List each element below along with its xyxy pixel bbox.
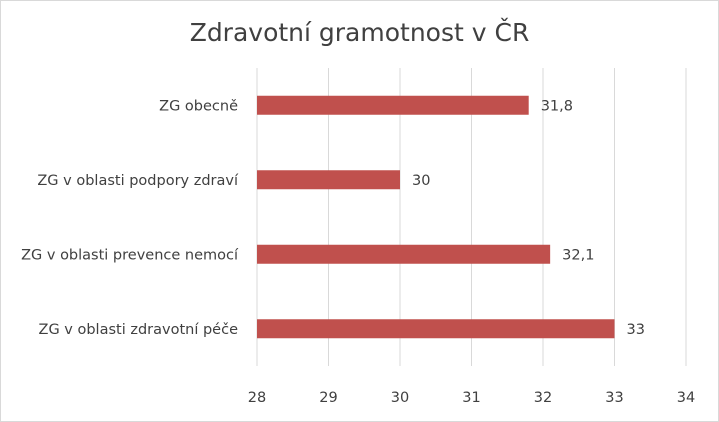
x-tick-label: 31 [462,390,480,406]
category-labels: ZG obecně ZG v oblasti podpory zdraví ZG v… [21,98,239,338]
x-tick-label: 34 [677,390,695,406]
bar [257,319,615,339]
gridlines [256,68,687,366]
bar [257,244,551,264]
category-label: ZG v oblasti zdravotní péče [39,322,239,338]
chart-title: Zdravotní gramotnost v ČR [189,18,530,47]
x-tick-label: 30 [391,390,409,406]
bars [257,95,615,339]
category-label: ZG v oblasti prevence nemocí [21,247,239,263]
bar [257,95,529,115]
data-label: 31,8 [541,98,573,114]
x-tick-label: 28 [248,390,266,406]
category-label: ZG v oblasti podpory zdraví [37,173,239,189]
data-label: 33 [627,322,645,338]
data-labels: 31,8 30 32,1 33 [412,98,645,338]
category-label: ZG obecně [159,98,238,114]
x-tick-label: 33 [605,390,623,406]
x-tick-label: 29 [319,390,337,406]
x-tick-label: 32 [534,390,552,406]
tick-labels: 28 29 30 31 32 33 34 [248,390,695,406]
bar [257,170,400,190]
data-label: 30 [412,173,430,189]
data-label: 32,1 [562,247,594,263]
